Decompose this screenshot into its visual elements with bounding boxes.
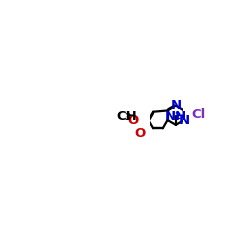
Text: CH: CH — [116, 110, 137, 124]
Text: O: O — [128, 114, 139, 127]
Text: O: O — [134, 127, 146, 140]
Text: N: N — [170, 99, 181, 112]
Text: NH: NH — [164, 110, 187, 123]
Text: 2: 2 — [174, 112, 180, 121]
Text: Cl: Cl — [192, 108, 206, 121]
Text: 3: 3 — [125, 113, 131, 122]
Text: N: N — [179, 114, 190, 127]
